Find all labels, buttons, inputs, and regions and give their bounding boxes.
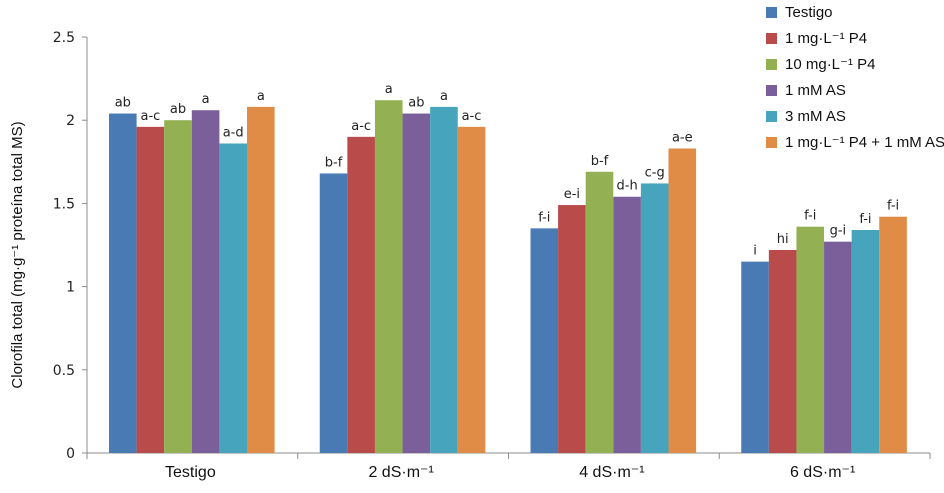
bar-significance-label: a [257,89,265,104]
bar [824,241,852,453]
legend-label: Testigo [785,4,833,21]
category-label: 2 dS·m⁻¹ [368,464,433,481]
bar [402,113,431,453]
legend-swatch [766,33,777,44]
bar-significance-label: f-i [859,212,871,227]
bar [851,230,880,453]
legend-label: 1 mg·L⁻¹ P4 + 1 mM AS [785,134,944,151]
y-tick-label: 0 [66,446,75,462]
bar [530,228,559,453]
bar [768,249,797,453]
bar [457,126,486,453]
bar [247,106,275,453]
bar [430,106,458,453]
bar [109,113,137,453]
bar-significance-label: a [385,82,393,97]
bar [164,120,192,453]
bar-significance-label: a-d [223,125,244,140]
bar-significance-label: ab [115,96,131,111]
bar-significance-label: a-c [462,109,482,124]
bar [585,171,614,453]
bar-significance-label: ab [408,96,424,111]
y-tick-label: 0.5 [53,363,75,379]
bar-significance-label: c-g [645,165,665,180]
bar-significance-label: a [202,92,210,107]
bar-significance-label: g-i [830,224,847,239]
bar-significance-label: i [753,244,757,259]
bar [347,136,375,453]
bar [219,143,247,453]
y-tick-label: 2 [66,113,75,129]
bar [879,216,907,453]
bar-significance-label: a-c [140,109,160,124]
legend-label: 1 mM AS [785,82,846,99]
bar [640,183,669,453]
bar [136,126,165,453]
bar [668,148,697,453]
bar-significance-label: d-h [617,179,638,194]
y-axis: 0 0.5 1 1.5 2 2.5 [53,30,88,462]
y-axis-title: Clorofila total (mg·g⁻¹ proteína total M… [9,121,26,388]
category-label: 6 dS·m⁻¹ [790,464,855,481]
bar-significance-label: ab [170,102,186,117]
legend-label: 10 mg·L⁻¹ P4 [785,56,875,73]
legend-swatch [766,111,777,122]
legend-swatch [766,85,777,96]
bar-significance-label: b-f [591,154,609,169]
y-tick-label: 1 [66,280,75,296]
bar-significance-label: a [440,89,448,104]
bar [741,261,769,453]
bar-significance-label: f-i [804,209,816,224]
y-tick-label: 1.5 [53,196,75,212]
x-axis: Testigo 2 dS·m⁻¹ 4 dS·m⁻¹ 6 dS·m⁻¹ [86,452,931,481]
bar [374,100,403,454]
bar [319,173,348,453]
bar [191,110,220,453]
bar-significance-label: f-i [538,210,550,225]
legend-label: 3 mM AS [785,108,846,125]
bar-significance-label: e-i [564,187,580,202]
bar-significance-label: b-f [325,155,343,170]
legend-swatch [766,59,777,70]
bar-significance-label: a-e [672,130,693,145]
bar-significance-label: hi [777,232,789,247]
bar [558,205,586,453]
bar-significance-label: f-i [887,199,899,214]
legend-swatch [766,7,777,18]
bar [613,196,641,453]
bar-significance-label: a-c [351,119,371,134]
legend: Testigo 1 mg·L⁻¹ P4 10 mg·L⁻¹ P4 1 mM AS 3 m… [766,4,944,151]
legend-swatch [766,137,777,148]
y-tick-label: 2.5 [53,30,75,46]
bars [109,100,907,454]
category-label: Testigo [165,464,216,481]
category-label: 4 dS·m⁻¹ [579,464,644,481]
bar [796,226,825,453]
legend-label: 1 mg·L⁻¹ P4 [785,30,867,47]
